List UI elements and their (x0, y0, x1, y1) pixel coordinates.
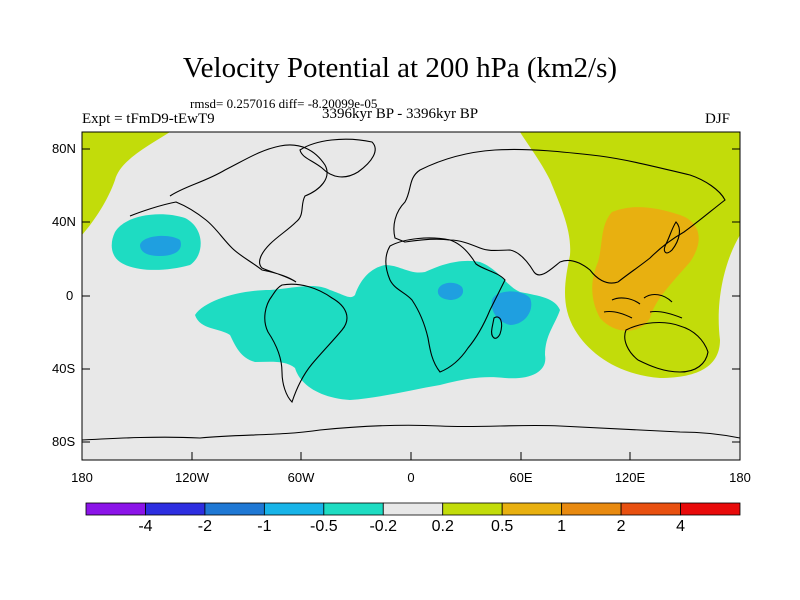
coastline-greenland (299, 138, 376, 178)
lat-label-80N: 80N (52, 141, 76, 156)
coastline-madagascar (491, 316, 503, 339)
negative-core-east-africa (491, 291, 532, 325)
lat-label-40S: 40S (52, 361, 76, 376)
coastline-eurasia (393, 148, 726, 284)
coastline-maritime-continent (603, 293, 683, 319)
negative-core-north-pacific (140, 235, 181, 256)
coastline-australia (624, 321, 709, 373)
colorbar-swatch-6 (442, 502, 503, 516)
positive-region-east-asia (592, 207, 699, 331)
chart-title: Velocity Potential at 200 hPa (km2/s) (182, 52, 618, 84)
colorbar-swatch-4 (323, 502, 384, 516)
positive-region-arctic-pacific (82, 132, 170, 235)
coastlines (82, 138, 740, 441)
lon-label-60E: 60E (509, 470, 533, 485)
colorbar-label-5: 0.2 (431, 518, 454, 535)
colorbar-label-4: -0.2 (369, 518, 398, 535)
colorbar-label-0: -4 (138, 518, 153, 535)
coastline-antarctica (82, 424, 740, 441)
colorbar-label-6: 0.5 (491, 518, 514, 535)
period-label: 3396kyr BP - 3396kyr BP (322, 106, 479, 122)
colorbar-label-2: -1 (257, 518, 272, 535)
colorbar-swatch-10 (680, 502, 741, 516)
colorbar-label-9: 4 (676, 518, 685, 535)
colorbar-label-3: -0.5 (310, 518, 338, 535)
lat-label-40N: 40N (52, 214, 76, 229)
coastline-japan (663, 221, 681, 254)
colorbar-swatch-0 (85, 502, 146, 516)
colorbar-swatch-7 (501, 502, 563, 516)
season-label: DJF (705, 111, 731, 127)
axis-ticks (81, 148, 741, 460)
stats-text: rmsd= 0.257016 diff= -8.20099e-05 (190, 96, 378, 111)
lon-label-60W: 60W (287, 470, 315, 485)
coastline-south-america (264, 283, 348, 404)
lat-label-80S: 80S (52, 434, 76, 449)
colorbar-swatch-2 (204, 502, 265, 516)
colorbar-label-7: 1 (557, 518, 567, 535)
colorbar-swatch-1 (145, 502, 206, 516)
lon-label-180-right: 180 (729, 470, 751, 485)
lon-label-0: 0 (407, 470, 415, 485)
coastline-africa (385, 237, 506, 373)
colorbar-swatch-9 (620, 502, 681, 516)
colorbar-swatch-3 (263, 502, 325, 516)
map-area (82, 132, 740, 460)
colorbar (85, 502, 741, 516)
coastline-north-america (129, 144, 328, 283)
colorbar-label-8: 2 (616, 518, 626, 535)
colorbar-swatch-5 (382, 502, 444, 516)
experiment-label: Expt = tFmD9-tEwT9 (82, 111, 215, 127)
lat-label-0: 0 (66, 288, 74, 303)
colorbar-label-1: -2 (197, 518, 213, 535)
lon-label-180-left: 180 (71, 470, 93, 485)
negative-core-central-africa (437, 282, 464, 300)
lon-label-120E: 120E (614, 470, 646, 485)
lon-label-120W: 120W (175, 470, 209, 485)
negative-region-tropical-atlantic-africa (195, 260, 560, 400)
colorbar-swatch-8 (561, 502, 622, 516)
